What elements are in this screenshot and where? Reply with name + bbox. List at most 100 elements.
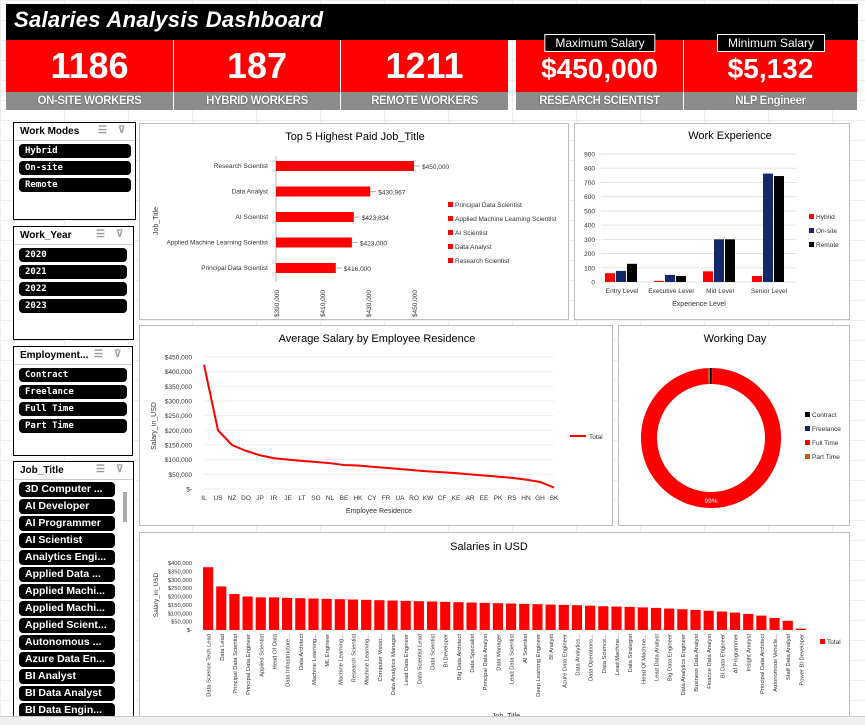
tick-label: Business Data Analyst: [694, 634, 700, 692]
slicer-item-2022[interactable]: 2022: [19, 282, 127, 296]
chart-top5-panel[interactable]: Top 5 Highest Paid Job_Title Research Sci…: [139, 123, 569, 320]
slicer-item-job[interactable]: AI Scientist: [19, 533, 115, 548]
chart-salaries-usd: Salaries in USD $- $50,000 $100,000 $150,000…: [153, 541, 841, 720]
bar: [308, 598, 319, 630]
legend-swatch: [448, 244, 453, 249]
bar: [571, 605, 583, 630]
bar: [440, 601, 451, 630]
slicer-item-2020[interactable]: 2020: [19, 248, 127, 262]
slicer-item-job[interactable]: Applied Machi...: [19, 584, 115, 599]
tick-label: Data Analyst: [232, 189, 269, 196]
data-label: 99%: [704, 498, 717, 505]
bar: [665, 274, 675, 282]
legend-label: Remote: [816, 242, 839, 249]
slicer-item-job[interactable]: AI Developer: [19, 499, 115, 514]
bar: [664, 608, 675, 630]
chart-experience-panel[interactable]: Work Experience 0 100 200 300 400 500 600 700 800…: [574, 123, 850, 320]
slicer-item-onsite[interactable]: On-site: [19, 161, 131, 175]
multi-select-icon[interactable]: ☰: [96, 229, 105, 240]
tick-label: Data Scientist Lead: [417, 634, 423, 684]
tick-label: Applied Machine Learning Scientist: [166, 240, 268, 247]
kpi-maximum-salary: Maximum Salary $450,000 RESEARCH SCIENTI…: [516, 34, 684, 110]
tick-label: $400,000: [165, 369, 192, 376]
slicer-item-job[interactable]: 3D Computer ...: [19, 482, 115, 497]
slicer-title: Job_Title: [20, 465, 64, 476]
multi-select-icon[interactable]: ☰: [94, 349, 103, 360]
clear-filter-icon[interactable]: ⊽: [114, 349, 122, 360]
tick-label: Deep Learning Engineer: [536, 634, 542, 697]
chart-residence: Average Salary by Employee Residence $- $5…: [151, 333, 603, 515]
bar: [519, 603, 530, 630]
slicer-item-job[interactable]: Applied Scient...: [19, 618, 115, 633]
bar: [479, 602, 490, 630]
legend-label: Research Scientist: [455, 258, 509, 265]
slicer-item-job[interactable]: AI Programmer: [19, 516, 115, 531]
clear-filter-icon[interactable]: ⊽: [118, 125, 126, 136]
tick-label: Autonomous Vehicle...: [773, 634, 779, 692]
bar: [242, 596, 253, 630]
tick-label: $410,000: [320, 290, 327, 317]
slicer-title: Work Modes: [20, 126, 80, 137]
tick-label: US: [213, 495, 223, 502]
tick-label: Principal Data Analyst: [483, 634, 489, 691]
tick-label: Lead Data Scientist: [510, 634, 516, 685]
multi-select-icon[interactable]: ☰: [96, 464, 105, 475]
slicer-item-job[interactable]: BI Analyst: [19, 669, 115, 684]
slicer-item-job[interactable]: Applied Data ...: [19, 567, 115, 582]
bar: [400, 600, 411, 630]
multi-select-icon[interactable]: ☰: [98, 125, 107, 136]
slicer-item-full-time[interactable]: Full Time: [19, 402, 127, 416]
bar: [276, 263, 336, 273]
slicer-item-job[interactable]: Autonomous ...: [19, 635, 115, 650]
tick-label: HK: [353, 495, 363, 502]
clear-filter-icon[interactable]: ⊽: [116, 229, 124, 240]
clear-filter-icon[interactable]: ⊽: [116, 464, 124, 475]
tick-label: Senior Level: [751, 288, 788, 295]
slicer-item-freelance[interactable]: Freelance: [19, 385, 127, 399]
slicer-item-job[interactable]: Azure Data En...: [19, 652, 115, 667]
tick-label: 500: [584, 208, 595, 215]
tick-label: AI Programmer: [734, 634, 740, 673]
title-bar: Salaries Analysis Dashboard: [6, 4, 858, 40]
slicer-item-contract[interactable]: Contract: [19, 368, 127, 382]
kpi-label: HYBRID WORKERS: [174, 92, 341, 110]
slicer-item-job[interactable]: Applied Machi...: [19, 601, 115, 616]
kpi-hybrid-workers: 187 HYBRID WORKERS: [174, 40, 341, 110]
slicer-scrollbar[interactable]: [123, 492, 127, 522]
chart-working-day-panel[interactable]: Working Day 99% Contract Freelance Full Time…: [618, 325, 850, 526]
bar: [690, 609, 701, 630]
tick-label: Lead Data Engineer: [404, 634, 410, 686]
tick-label: $430,000: [366, 290, 373, 317]
chart-residence-panel[interactable]: Average Salary by Employee Residence $- $5…: [139, 325, 613, 526]
chart-salaries-panel[interactable]: Salaries in USD $- $50,000 $100,000 $150,000…: [139, 532, 850, 720]
tick-label: RS: [507, 495, 517, 502]
bar: [361, 599, 372, 630]
slicer-item-2023[interactable]: 2023: [19, 299, 127, 313]
slicer-item-job[interactable]: Analytics Engi...: [19, 550, 115, 565]
tick-label: SG: [311, 495, 320, 502]
slicer-item-job[interactable]: BI Data Engin...: [19, 703, 115, 718]
bar: [654, 280, 664, 282]
axis-label: Job_Title: [153, 207, 160, 235]
tick-label: Data Scientist: [431, 634, 437, 670]
slicer-item-2021[interactable]: 2021: [19, 265, 127, 279]
bar: [637, 607, 648, 630]
bar: [413, 601, 424, 630]
tick-label: $-: [187, 628, 192, 634]
tick-label: Principal Data Engineer: [246, 634, 252, 695]
tick-label: Head Of Data: [272, 633, 278, 669]
tick-label: FR: [382, 495, 391, 502]
legend-swatch: [448, 202, 453, 207]
tick-label: 700: [584, 180, 595, 187]
data-label: $416,000: [344, 266, 371, 273]
slicer-header: Work Modes ☰ ⊽: [14, 123, 135, 141]
slicer-item-job[interactable]: BI Data Analyst: [19, 686, 115, 701]
slicer-item-hybrid[interactable]: Hybrid: [19, 144, 131, 158]
bar: [276, 186, 371, 197]
tick-label: Mid Level: [706, 288, 734, 295]
sheet-tab-bar[interactable]: [0, 716, 865, 725]
tick-label: 600: [584, 194, 595, 201]
slicer-item-remote[interactable]: Remote: [19, 178, 131, 192]
slicer-item-part-time[interactable]: Part Time: [19, 419, 127, 433]
